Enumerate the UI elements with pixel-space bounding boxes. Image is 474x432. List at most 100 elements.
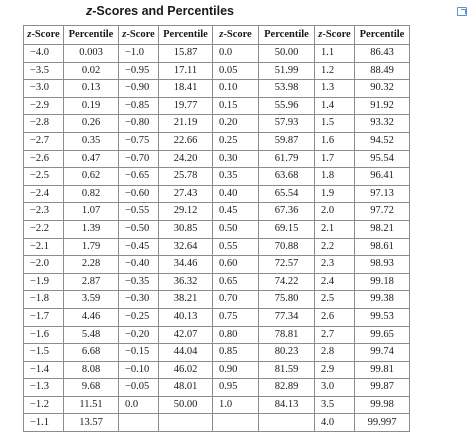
z-score-cell: −1.3	[23, 378, 64, 397]
header-z-1: z	[27, 28, 32, 40]
z-score-cell: −0.65	[118, 167, 159, 186]
table-row: −3.5 0.02 −0.95 17.11 0.05 51.99 1.2 88.49	[23, 61, 410, 81]
z-score-cell: 0.55	[212, 237, 259, 257]
table-row: −1.6 5.48 −0.20 42.07 0.80 78.81 2.7 99.65	[23, 325, 410, 345]
z-score-cell: 0.25	[212, 131, 259, 151]
percentile-cell: 34.46	[158, 255, 213, 274]
table-row: −1.1 13.57 4.0 99.997	[23, 413, 410, 432]
z-score-cell: −0.95	[118, 61, 159, 81]
percentile-cell: 0.47	[63, 149, 119, 169]
percentile-cell: 2.28	[63, 255, 119, 274]
table-row: −1.2 11.51 0.0 50.00 1.0 84.13 3.5 99.98	[23, 395, 410, 415]
table-body: −4.0 0.003 −1.0 15.87 0.0 50.00 1.1 86.43 −3.5 0.…	[23, 44, 410, 432]
table-row: −1.5 6.68 −0.15 44.04 0.85 80.23 2.8 99.74	[23, 343, 410, 362]
z-score-cell: −0.05	[118, 378, 159, 397]
z-score-cell: 0.30	[212, 149, 259, 169]
z-score-cell: 2.6	[314, 307, 355, 327]
z-score-cell: −2.5	[23, 167, 64, 186]
percentile-cell: 93.32	[354, 114, 410, 133]
percentile-cell: 95.54	[354, 149, 410, 169]
z-score-cell: 0.40	[212, 184, 259, 204]
percentile-cell: 22.66	[158, 131, 213, 151]
percentile-cell: 74.22	[258, 272, 315, 292]
percentile-cell: 50.00	[258, 44, 315, 63]
z-score-cell: 1.7	[314, 149, 355, 169]
z-score-cell: −1.2	[23, 395, 64, 415]
percentile-cell: 78.81	[258, 325, 315, 345]
percentile-cell: 99.81	[354, 360, 410, 380]
percentile-cell: 98.61	[354, 237, 410, 257]
z-score-cell: −2.1	[23, 237, 64, 257]
z-score-cell: 1.0	[212, 395, 259, 415]
percentile-cell: 81.59	[258, 360, 315, 380]
percentile-cell: 32.64	[158, 237, 213, 257]
percentile-cell: 1.07	[63, 202, 119, 221]
z-score-table: z-Score Percentile z-Score Percentile z-…	[23, 25, 410, 432]
percentile-cell: 98.93	[354, 255, 410, 274]
table-row: −1.3 9.68 −0.05 48.01 0.95 82.89 3.0 99.87	[23, 378, 410, 397]
percentile-cell: 99.65	[354, 325, 410, 345]
table-row: −2.7 0.35 −0.75 22.66 0.25 59.87 1.6 94.52	[23, 131, 410, 151]
z-score-cell: 0.10	[212, 79, 259, 98]
percentile-cell: 36.32	[158, 272, 213, 292]
z-score-cell: 3.0	[314, 378, 355, 397]
z-score-cell: −0.30	[118, 290, 159, 309]
percentile-cell: 29.12	[158, 202, 213, 221]
header-z-score-2: z-Score	[118, 25, 159, 45]
percentile-cell: 6.68	[63, 343, 119, 362]
percentile-cell: 99.74	[354, 343, 410, 362]
percentile-cell: 99.38	[354, 290, 410, 309]
percentile-cell: 99.87	[354, 378, 410, 397]
z-score-cell: 0.75	[212, 307, 259, 327]
percentile-cell: 51.99	[258, 61, 315, 81]
z-score-cell: −1.1	[23, 413, 64, 432]
percentile-cell: 99.997	[354, 413, 410, 432]
percentile-cell: 57.93	[258, 114, 315, 133]
percentile-cell: 2.87	[63, 272, 119, 292]
z-score-cell: 0.85	[212, 343, 259, 362]
z-score-cell: −1.6	[23, 325, 64, 345]
percentile-cell: 94.52	[354, 131, 410, 151]
percentile-cell: 24.20	[158, 149, 213, 169]
z-score-cell: 1.5	[314, 114, 355, 133]
percentile-cell: 98.21	[354, 219, 410, 239]
percentile-cell: 46.02	[158, 360, 213, 380]
z-score-cell: 2.5	[314, 290, 355, 309]
header-row: z-Score Percentile z-Score Percentile z-…	[23, 25, 410, 45]
z-score-cell: 2.4	[314, 272, 355, 292]
z-score-cell: 1.1	[314, 44, 355, 63]
table-row: −2.0 2.28 −0.40 34.46 0.60 72.57 2.3 98.93	[23, 255, 410, 274]
percentile-cell: 99.53	[354, 307, 410, 327]
table-row: −2.6 0.47 −0.70 24.20 0.30 61.79 1.7 95.54	[23, 149, 410, 169]
z-score-cell: −0.45	[118, 237, 159, 257]
z-score-cell: 4.0	[314, 413, 355, 432]
popout-icon[interactable]	[457, 7, 467, 16]
header-percentile-3: Percentile	[258, 25, 315, 45]
z-score-cell: 1.9	[314, 184, 355, 204]
percentile-cell: 19.77	[158, 96, 213, 116]
percentile-cell: 63.68	[258, 167, 315, 186]
percentile-cell: 80.23	[258, 343, 315, 362]
table-row: −2.4 0.82 −0.60 27.43 0.40 65.54 1.9 97.13	[23, 184, 410, 204]
z-score-cell: −2.9	[23, 96, 64, 116]
z-score-cell: 3.5	[314, 395, 355, 415]
percentile-cell: 1.39	[63, 219, 119, 239]
header-percentile-4: Percentile	[354, 25, 410, 45]
percentile-cell: 61.79	[258, 149, 315, 169]
z-score-cell: −2.3	[23, 202, 64, 221]
table-title: z-Scores and Percentiles	[86, 4, 234, 18]
percentile-cell: 3.59	[63, 290, 119, 309]
z-score-cell: 0.80	[212, 325, 259, 345]
z-score-cell: 2.2	[314, 237, 355, 257]
z-score-cell: 0.15	[212, 96, 259, 116]
z-score-cell: −0.75	[118, 131, 159, 151]
z-score-cell: −0.20	[118, 325, 159, 345]
z-score-cell: −1.5	[23, 343, 64, 362]
z-score-cell: −2.0	[23, 255, 64, 274]
table-row: −1.8 3.59 −0.30 38.21 0.70 75.80 2.5 99.38	[23, 290, 410, 309]
z-score-cell: 2.0	[314, 202, 355, 221]
percentile-cell: 0.13	[63, 79, 119, 98]
z-score-cell: −2.8	[23, 114, 64, 133]
percentile-cell: 53.98	[258, 79, 315, 98]
percentile-cell: 50.00	[158, 395, 213, 415]
